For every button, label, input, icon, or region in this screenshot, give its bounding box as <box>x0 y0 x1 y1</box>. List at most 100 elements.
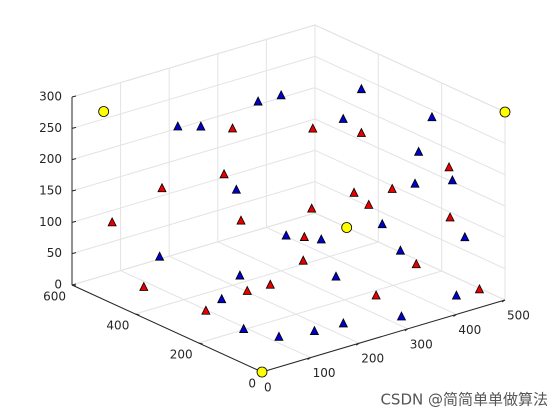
grid-line <box>71 181 316 255</box>
box-edge <box>71 24 316 98</box>
point <box>227 123 238 133</box>
grid-line <box>168 255 360 344</box>
point <box>387 183 397 193</box>
point <box>235 270 245 280</box>
x-tick-label: 0 <box>264 381 272 395</box>
x-tick-label: 100 <box>313 366 336 380</box>
point <box>413 146 424 156</box>
x-tick <box>355 342 360 346</box>
grid-line <box>217 241 409 330</box>
grid-line <box>314 55 506 144</box>
watermark: CSDN @简简单单做算法 <box>380 391 548 409</box>
point <box>410 178 420 188</box>
point <box>217 293 227 304</box>
point <box>447 174 458 185</box>
y-axis <box>71 284 263 373</box>
grid-line <box>71 118 316 192</box>
grid-line <box>71 149 316 223</box>
point <box>338 318 349 328</box>
z-tick <box>71 220 77 223</box>
z-tick-label: 0 <box>54 278 62 292</box>
point <box>196 121 206 131</box>
point <box>331 271 341 281</box>
point <box>396 311 407 321</box>
y-tick <box>198 342 203 345</box>
x-axis <box>261 299 506 373</box>
point <box>474 283 485 294</box>
point <box>377 218 387 229</box>
z-tick <box>71 126 77 129</box>
z-tick-label: 50 <box>47 246 62 260</box>
point <box>356 127 367 137</box>
y-tick-label: 400 <box>106 319 129 333</box>
z-tick <box>71 283 77 286</box>
point <box>154 251 165 261</box>
point <box>299 231 309 241</box>
point <box>395 245 406 255</box>
box-edge <box>314 24 506 113</box>
z-tick-label: 250 <box>39 121 62 135</box>
point <box>265 279 275 289</box>
x-tick-label: 200 <box>361 352 384 366</box>
point <box>460 231 470 242</box>
point <box>364 199 374 209</box>
point <box>308 123 318 133</box>
point <box>276 89 286 100</box>
grid-line <box>314 181 506 270</box>
grid-line <box>314 87 506 176</box>
point <box>307 203 317 213</box>
point <box>256 366 268 378</box>
point <box>201 305 211 315</box>
point <box>411 258 421 269</box>
point <box>298 255 308 265</box>
grid-line <box>71 87 316 161</box>
x-tick <box>453 313 457 317</box>
point <box>236 215 246 225</box>
z-tick <box>71 189 77 192</box>
point <box>98 106 110 117</box>
z-tick-label: 200 <box>39 152 62 166</box>
x-tick-label: 400 <box>458 323 481 337</box>
point <box>242 285 252 295</box>
x-tick <box>404 328 409 332</box>
z-tick-label: 300 <box>39 90 62 104</box>
z-tick-label: 150 <box>39 184 62 198</box>
y-tick <box>135 313 140 316</box>
y-tick-label: 200 <box>170 348 193 362</box>
grid-line <box>71 212 316 286</box>
point <box>356 83 367 94</box>
point <box>274 331 284 341</box>
point <box>338 113 348 123</box>
grid-line <box>71 55 316 129</box>
point <box>445 212 455 222</box>
point <box>316 234 326 244</box>
grid-line <box>314 149 506 238</box>
point <box>107 216 117 227</box>
point <box>349 187 359 197</box>
point <box>157 182 167 193</box>
point <box>219 168 229 179</box>
point <box>231 184 242 194</box>
point <box>451 290 462 300</box>
x-tick-label: 300 <box>410 337 433 351</box>
point <box>427 111 437 122</box>
grid-line <box>198 270 442 344</box>
point <box>444 161 454 172</box>
grid-line <box>135 241 379 315</box>
y-tick-label: 600 <box>43 290 66 304</box>
point <box>139 281 149 291</box>
point <box>341 222 353 233</box>
z-tick <box>71 95 77 98</box>
x-tick-label: 500 <box>507 309 530 323</box>
x-tick <box>307 357 311 361</box>
z-tick <box>71 158 77 161</box>
point <box>309 325 320 335</box>
point <box>371 290 381 300</box>
point <box>281 230 291 240</box>
y-tick-label: 0 <box>248 377 256 391</box>
grid-line <box>266 226 457 315</box>
grid-line <box>120 270 311 359</box>
z-tick-label: 100 <box>39 215 62 229</box>
point <box>253 96 263 106</box>
